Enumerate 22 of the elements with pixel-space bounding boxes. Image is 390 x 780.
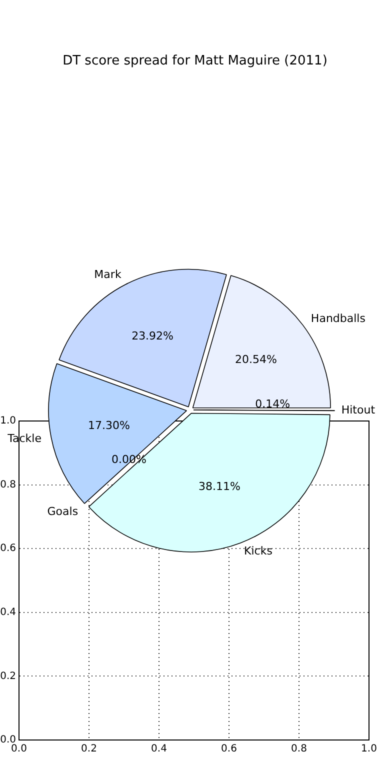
data-label: 20.54% [234,353,277,366]
x-tick-label: 0.6 [221,744,237,755]
chart-title: DT score spread for Matt Maguire (2011) [62,53,328,68]
y-tick-label: 0.4 [0,606,16,618]
data-label: 38.11% [198,480,240,493]
y-tick-label: 0.8 [0,479,16,490]
slice-label: Handballs [310,312,366,325]
data-label: 17.30% [88,418,130,432]
y-tick-label: 1.0 [0,416,16,427]
data-label: 0.14% [255,398,290,411]
x-tick-label: 0.4 [151,744,167,755]
x-tick-label: 0.0 [11,744,27,755]
y-tick-label: 0.2 [0,670,16,682]
slice-label: Mark [94,268,122,281]
x-tick-label: 1.0 [361,744,377,755]
category-label: Goals [47,504,78,518]
slice-label: Kicks [244,544,273,558]
x-tick-label: 0.2 [81,744,97,755]
x-tick-label: 0.8 [291,744,307,755]
data-label: 23.92% [132,329,174,342]
slice-label: Hitout [341,404,376,417]
y-tick-label: 0.6 [0,543,16,554]
